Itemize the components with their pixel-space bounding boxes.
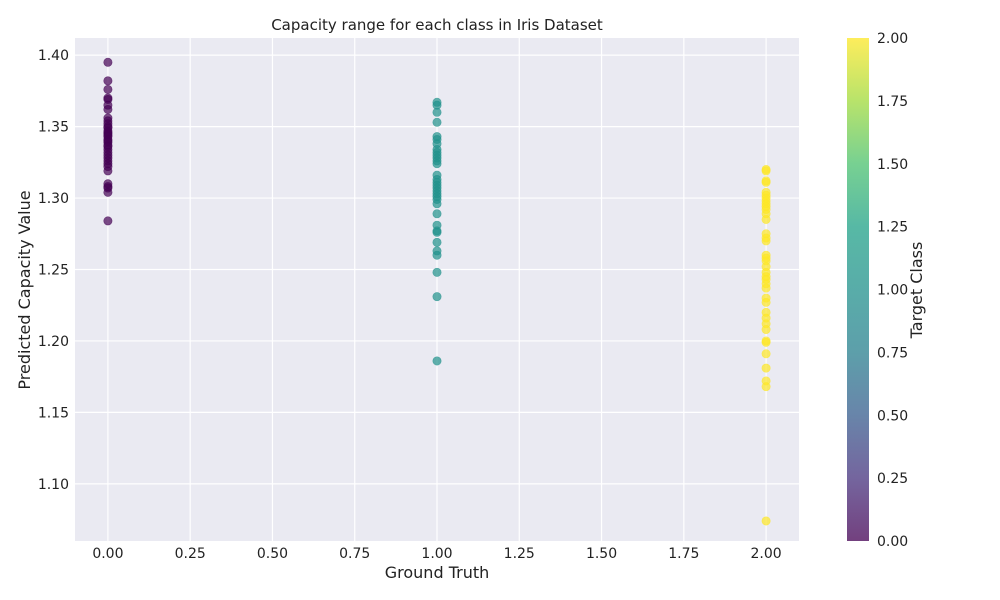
data-points — [103, 57, 771, 526]
colorbar-tick-label: 0.25 — [877, 471, 908, 487]
data-point — [432, 227, 442, 237]
data-point — [432, 199, 442, 209]
data-point — [103, 216, 113, 226]
data-point — [761, 166, 771, 176]
data-point — [103, 187, 113, 197]
chart-title: Capacity range for each class in Iris Da… — [271, 16, 603, 34]
y-axis-ticks: 1.10 1.15 1.20 1.25 1.30 1.35 1.40 — [38, 48, 69, 493]
data-point — [761, 363, 771, 373]
data-point — [761, 177, 771, 187]
data-point — [432, 159, 442, 169]
data-point — [761, 382, 771, 392]
colorbar-tick-label: 1.50 — [877, 157, 908, 173]
data-point — [761, 297, 771, 307]
data-point — [103, 84, 113, 94]
x-tick-label: 0.50 — [257, 546, 288, 562]
data-point — [432, 209, 442, 219]
x-tick-label: 1.25 — [504, 546, 535, 562]
colorbar-tick-label: 0.75 — [877, 345, 908, 361]
x-axis-title: Ground Truth — [385, 563, 490, 582]
colorbar-ticks: 0.00 0.25 0.50 0.75 1.00 1.25 1.50 1.75 2.00 — [877, 31, 908, 550]
colorbar-tick-label: 0.50 — [877, 408, 908, 424]
x-tick-label: 0.00 — [92, 546, 123, 562]
y-tick-label: 1.15 — [38, 405, 69, 421]
y-axis-title: Predicted Capacity Value — [15, 190, 34, 389]
data-point — [432, 107, 442, 117]
x-tick-label: 2.00 — [751, 546, 782, 562]
data-point — [103, 57, 113, 67]
y-tick-label: 1.40 — [38, 48, 69, 64]
x-tick-label: 1.00 — [421, 546, 452, 562]
data-point — [103, 76, 113, 86]
colorbar-tick-label: 0.00 — [877, 534, 908, 550]
y-tick-label: 1.35 — [38, 120, 69, 136]
data-point — [432, 356, 442, 366]
data-point — [761, 349, 771, 359]
x-axis-ticks: 0.00 0.25 0.50 0.75 1.00 1.25 1.50 1.75 2.00 — [92, 546, 781, 562]
data-point — [761, 516, 771, 526]
colorbar — [847, 38, 869, 541]
data-point — [761, 236, 771, 246]
colorbar-tick-label: 1.75 — [877, 94, 908, 110]
data-point — [432, 267, 442, 277]
data-point — [761, 337, 771, 347]
x-tick-label: 0.25 — [175, 546, 206, 562]
data-point — [103, 104, 113, 114]
colorbar-tick-label: 2.00 — [877, 31, 908, 47]
x-tick-label: 1.75 — [668, 546, 699, 562]
data-point — [761, 283, 771, 293]
data-point — [432, 292, 442, 302]
y-tick-label: 1.10 — [38, 477, 69, 493]
y-tick-label: 1.30 — [38, 191, 69, 207]
data-point — [761, 214, 771, 224]
y-tick-label: 1.20 — [38, 334, 69, 350]
x-tick-label: 0.75 — [339, 546, 370, 562]
colorbar-tick-label: 1.00 — [877, 283, 908, 299]
data-point — [432, 250, 442, 260]
data-point — [432, 117, 442, 127]
data-point — [103, 166, 113, 176]
data-point — [432, 237, 442, 247]
colorbar-tick-label: 1.25 — [877, 220, 908, 236]
data-point — [761, 325, 771, 335]
y-tick-label: 1.25 — [38, 262, 69, 278]
x-tick-label: 1.50 — [586, 546, 617, 562]
colorbar-title: Target Class — [907, 242, 926, 340]
